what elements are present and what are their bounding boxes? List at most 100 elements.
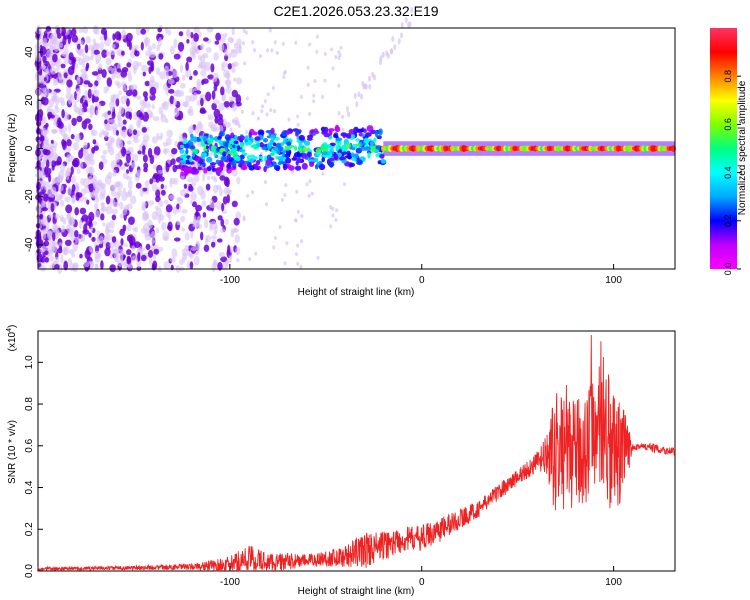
noise-dot [294, 40, 298, 45]
noise-dot [167, 213, 172, 221]
x-tick-label: -100 [220, 275, 240, 286]
signal-cell [376, 135, 382, 140]
noise-dot [41, 207, 48, 212]
noise-dot [190, 191, 197, 201]
noise-dot [49, 67, 57, 75]
noise-dot [66, 139, 72, 147]
noise-dot [165, 27, 169, 35]
noise-dot [119, 252, 124, 262]
noise-dot [173, 109, 180, 118]
noise-dot [94, 263, 98, 270]
y-tick-label: -20 [24, 189, 35, 204]
signal-cell [373, 137, 377, 143]
noise-dot [125, 111, 132, 119]
noise-dot [70, 155, 75, 161]
noise-dot [65, 204, 73, 214]
noise-dot [187, 108, 192, 115]
noise-dot [110, 190, 118, 197]
signal-cell [263, 166, 267, 173]
noise-dot [139, 106, 144, 113]
signal-cell [344, 155, 352, 159]
noise-dot [113, 94, 120, 100]
noise-dot [233, 217, 240, 226]
noise-dot [368, 83, 372, 90]
noise-dot [404, 17, 408, 23]
signal-cell [305, 156, 309, 160]
noise-dot [44, 227, 50, 232]
signal-cell [281, 131, 288, 137]
signal-cell [234, 156, 241, 162]
noise-dot [172, 164, 178, 173]
noise-dot [105, 142, 112, 147]
noise-dot [141, 149, 146, 155]
noise-dot [163, 199, 169, 204]
noise-dot [71, 28, 77, 36]
noise-dot [66, 213, 71, 221]
spectrogram-x-label: Height of straight line (km) [298, 287, 415, 298]
noise-dot [180, 215, 186, 223]
noise-dot [341, 127, 345, 132]
noise-dot [107, 136, 115, 143]
noise-dot [121, 29, 127, 40]
noise-dot [151, 239, 156, 244]
noise-dot [94, 186, 99, 197]
y-tick-label: 0.0 [24, 564, 35, 578]
signal-cell [274, 165, 281, 171]
noise-dot [80, 160, 83, 170]
noise-dot [200, 97, 204, 107]
noise-dot [230, 48, 237, 53]
noise-dot [157, 27, 162, 33]
noise-dot [98, 235, 104, 245]
noise-dot [218, 187, 223, 197]
noise-dot [243, 61, 247, 66]
noise-dot [195, 48, 200, 55]
signal-cell [215, 167, 223, 173]
noise-dot [50, 139, 54, 145]
noise-dot [95, 109, 99, 116]
noise-dot [353, 92, 357, 99]
noise-dot [168, 89, 175, 94]
noise-dot [201, 79, 205, 86]
noise-dot [126, 224, 132, 232]
signal-cell [345, 133, 352, 139]
noise-dot [263, 99, 267, 104]
noise-dot [337, 111, 341, 116]
colorbar-ticks: 0.0 0.2 0.4 0.6 0.8 [723, 70, 741, 275]
noise-dot [196, 122, 204, 132]
noise-dot [147, 200, 155, 206]
noise-dot [88, 123, 93, 131]
noise-dot [66, 85, 72, 94]
signal-cell [246, 155, 251, 161]
noise-dot [305, 182, 309, 187]
noise-dot [146, 219, 153, 229]
noise-dot [54, 256, 60, 264]
signal-cell [266, 154, 272, 161]
signal-cell [365, 132, 372, 138]
noise-dot [49, 255, 54, 262]
signal-cell [224, 142, 229, 148]
noise-dot [36, 160, 41, 168]
noise-dot [133, 44, 139, 51]
noise-dot [78, 57, 83, 66]
noise-dot [100, 28, 107, 35]
noise-dot [42, 89, 47, 98]
signal-cell [379, 153, 385, 159]
x-tick-label: 0 [419, 275, 425, 286]
noise-dot [117, 259, 125, 267]
noise-dot [42, 141, 49, 150]
noise-dot [210, 63, 215, 73]
noise-dot [100, 213, 105, 221]
noise-dot [83, 69, 87, 79]
noise-dot [187, 176, 194, 183]
noise-dot [111, 43, 116, 50]
noise-dot [40, 64, 46, 70]
signal-cell [333, 156, 338, 160]
noise-dot [295, 252, 298, 257]
signal-cell [191, 166, 197, 172]
noise-dot [193, 70, 198, 76]
noise-dot [294, 218, 298, 223]
noise-dot [251, 40, 255, 45]
noise-dot [48, 173, 52, 183]
noise-dot [122, 86, 127, 92]
noise-dot [329, 205, 332, 210]
